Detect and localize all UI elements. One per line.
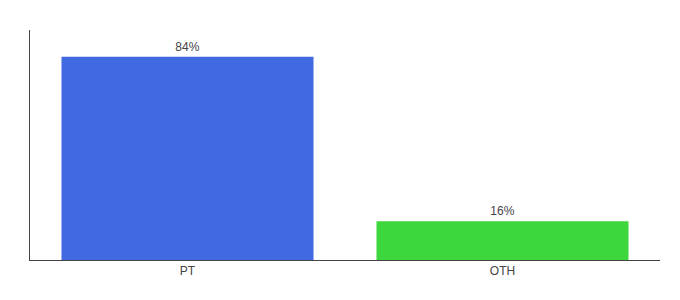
- svg-text:PT: PT: [180, 264, 196, 278]
- svg-text:16%: 16%: [490, 204, 514, 218]
- svg-text:84%: 84%: [175, 40, 199, 54]
- svg-text:OTH: OTH: [490, 264, 515, 278]
